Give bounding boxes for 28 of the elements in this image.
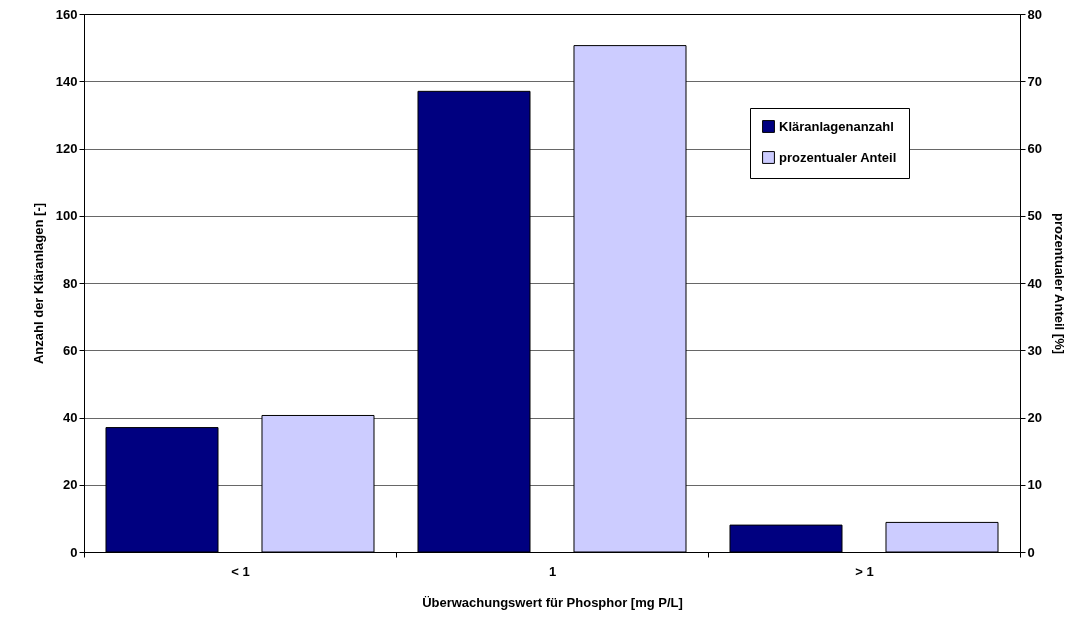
legend-label: prozentualer Anteil bbox=[779, 149, 897, 165]
y2-tick-label: 40 bbox=[1027, 275, 1042, 291]
x-tick-label: > 1 bbox=[855, 563, 874, 579]
y-tick-label: 120 bbox=[55, 141, 78, 156]
y-tick-label: 40 bbox=[63, 410, 78, 425]
y2-tick-label: 80 bbox=[1027, 6, 1042, 22]
y2-tick-label: 50 bbox=[1027, 208, 1042, 224]
y-tick-label: 160 bbox=[55, 6, 78, 22]
y-axis-title: Anzahl der Kläranlagen [-] bbox=[30, 202, 46, 365]
y-tick-label: 80 bbox=[63, 275, 78, 291]
y2-tick-label: 10 bbox=[1027, 477, 1042, 493]
y2-tick-label: 60 bbox=[1027, 141, 1042, 156]
y-tick-label: 20 bbox=[63, 477, 78, 493]
bar bbox=[885, 521, 999, 553]
y-tick-label: 100 bbox=[55, 208, 78, 224]
bar bbox=[729, 524, 843, 553]
x-axis-title: Überwachungswert für Phosphor [mg P/L] bbox=[422, 594, 683, 610]
y-tick-label: 140 bbox=[55, 73, 78, 89]
y2-axis-title: prozentualer Anteil [%] bbox=[1051, 212, 1067, 355]
x-tick-label: < 1 bbox=[231, 563, 250, 579]
x-tick-label: 1 bbox=[548, 563, 557, 579]
y-tick-label: 60 bbox=[63, 342, 78, 358]
y-tick-label: 0 bbox=[70, 544, 78, 560]
y2-tick-label: 0 bbox=[1027, 544, 1035, 560]
y2-tick-label: 30 bbox=[1027, 342, 1042, 358]
legend-label: Kläranlagenanzahl bbox=[779, 118, 894, 134]
y2-tick-label: 70 bbox=[1027, 73, 1042, 89]
y2-tick-label: 20 bbox=[1027, 410, 1042, 425]
